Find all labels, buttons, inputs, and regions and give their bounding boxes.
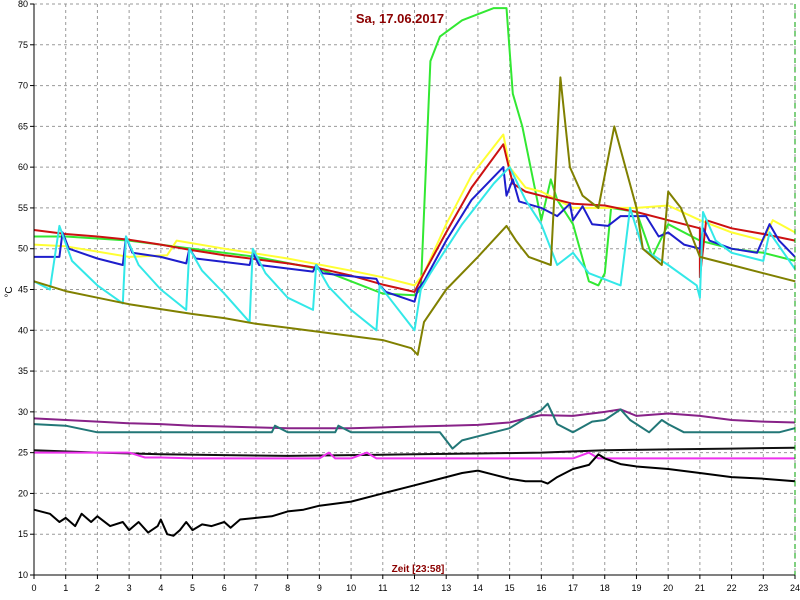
y-tick-label: 65 [18, 121, 28, 131]
axes [30, 3, 796, 579]
x-tick-label: 3 [127, 583, 132, 593]
x-tick-label: 10 [346, 583, 356, 593]
series-line-6 [33, 76, 796, 356]
x-tick-label: 7 [253, 583, 258, 593]
series-line-11 [33, 453, 796, 537]
y-tick-label: 15 [18, 529, 28, 539]
y-axis-label: °C [4, 286, 15, 297]
x-tick-label: 2 [95, 583, 100, 593]
x-tick-label: 6 [222, 583, 227, 593]
y-tick-label: 50 [18, 244, 28, 254]
x-tick-label: 21 [695, 583, 705, 593]
series-line-3 [33, 143, 796, 293]
x-tick-label: 12 [409, 583, 419, 593]
y-tick-label: 70 [18, 81, 28, 91]
x-tick-label: 14 [473, 583, 483, 593]
x-tick-label: 18 [600, 583, 610, 593]
grid [34, 3, 796, 575]
x-tick-label: 20 [663, 583, 673, 593]
x-tick-label: 23 [758, 583, 768, 593]
y-tick-label: 20 [18, 488, 28, 498]
x-tick-label: 15 [505, 583, 515, 593]
series-line-5 [33, 166, 796, 332]
x-axis-label: Zeit [23:58] [392, 564, 445, 575]
y-tick-label: 75 [18, 40, 28, 50]
y-tick-label: 55 [18, 203, 28, 213]
tick-labels: 0 1 2 3 4 5 6 7 8 9 10 11 12 13 14 15 16 17 18 19 20 21 22 23 24… [18, 0, 800, 593]
y-tick-label: 40 [18, 325, 28, 335]
x-tick-label: 4 [158, 583, 163, 593]
y-tick-label: 10 [18, 570, 28, 580]
x-tick-label: 16 [536, 583, 546, 593]
x-tick-label: 9 [317, 583, 322, 593]
x-tick-label: 8 [285, 583, 290, 593]
x-tick-label: 22 [727, 583, 737, 593]
series-line-7 [33, 408, 796, 430]
y-tick-label: 30 [18, 407, 28, 417]
series-line-4 [34, 166, 796, 303]
series-line-8 [33, 402, 796, 450]
series-line-9 [33, 446, 796, 457]
y-tick-label: 25 [18, 448, 28, 458]
series-line-2 [33, 133, 796, 287]
x-tick-label: 11 [378, 583, 387, 593]
x-tick-label: 19 [631, 583, 641, 593]
x-tick-label: 1 [63, 583, 68, 593]
series-layer [33, 7, 796, 537]
x-tick-label: 5 [190, 583, 195, 593]
x-tick-label: 17 [568, 583, 578, 593]
x-tick-label: 0 [31, 583, 36, 593]
y-tick-label: 60 [18, 162, 28, 172]
y-tick-label: 80 [18, 0, 28, 9]
x-tick-label: 24 [790, 583, 800, 593]
y-tick-label: 45 [18, 285, 28, 295]
chart-title: Sa, 17.06.2017 [356, 11, 444, 26]
x-tick-label: 13 [441, 583, 451, 593]
y-tick-label: 35 [18, 366, 28, 376]
series-line-1 [34, 7, 796, 297]
